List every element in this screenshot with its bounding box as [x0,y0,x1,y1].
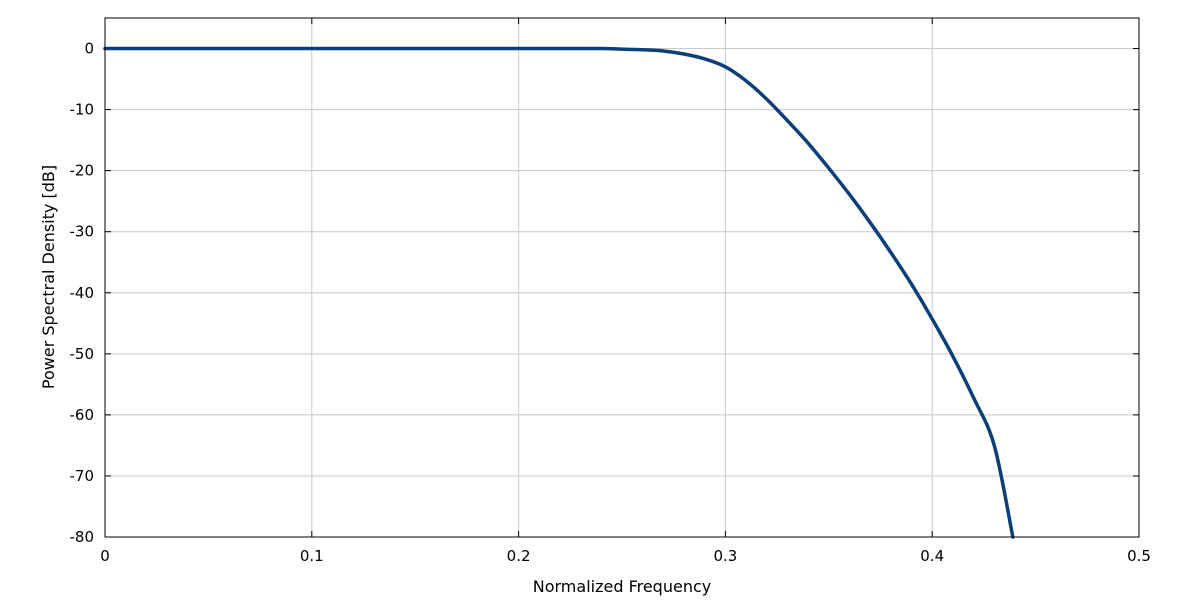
x-tick-label: 0.4 [920,547,944,565]
x-tick-label: 0 [100,547,110,565]
x-tick-label: 0.2 [507,547,531,565]
x-tick-label: 0.5 [1127,547,1151,565]
x-tick-label: 0.3 [713,547,737,565]
y-tick-label: -70 [70,467,95,485]
y-tick-label: -80 [70,528,95,546]
x-tick-label: 0.1 [300,547,324,565]
y-tick-label: -20 [70,162,95,180]
series-layer [103,46,1015,539]
y-axis-title: Power Spectral Density [dB] [39,165,58,389]
y-tick-label: 0 [84,40,94,58]
grid [105,18,1139,537]
y-tick-label: -50 [70,345,95,363]
plot-frame [104,17,1140,538]
y-tick-label: -30 [70,223,95,241]
y-tick-label: -60 [70,406,95,424]
y-tick-label: -40 [70,284,95,302]
x-axis-title: Normalized Frequency [533,577,711,596]
x-tick-labels: 0 0.1 0.2 0.3 0.4 0.5 [100,547,1151,565]
y-tick-label: -10 [70,101,95,119]
tick-marks [104,18,1140,538]
y-tick-labels: 0 -10 -20 -30 -40 -50 -60 -70 -80 [70,40,95,546]
psd-series-line [103,46,1015,539]
